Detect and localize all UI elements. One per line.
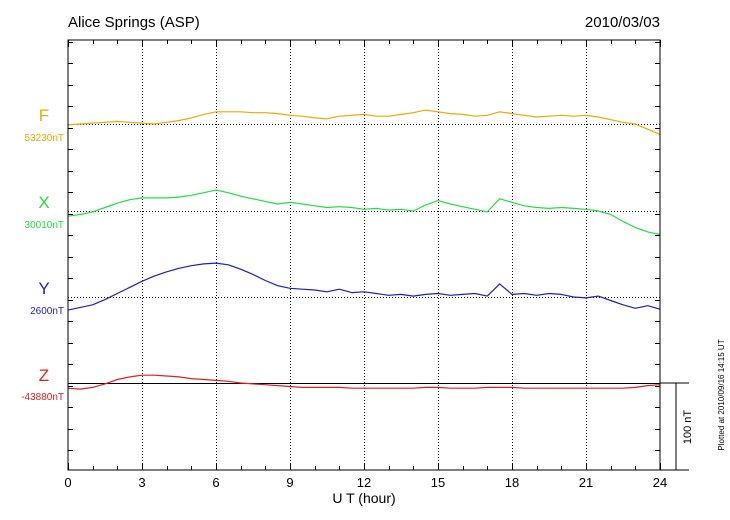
series-baseline-z: -43880nT [21,392,64,403]
series-baseline-f: 53230nT [25,133,64,144]
series-line-x [67,189,661,236]
series-baseline-y: 2600nT [30,306,64,317]
x-tick-label-6: 6 [212,475,219,490]
series-name-y: Y [38,279,49,298]
x-tick-label-12: 12 [357,475,371,490]
x-tick-labels: 0 3 6 9 12 15 18 21 24 [64,475,667,490]
plotted-timestamp: Plotted at 2010/09/16 14:15 UT [717,339,726,450]
x-tick-label-15: 15 [431,475,445,490]
series-labels: F 53230nT X 30010nT Y 2600nT Z -43880nT [21,106,64,403]
baseline-lines [68,124,660,384]
x-tick-label-3: 3 [138,475,145,490]
x-tick-label-21: 21 [579,475,593,490]
series-name-x: X [38,193,49,212]
series-name-z: Z [39,366,49,385]
series-line-y [67,262,661,311]
x-axis-label: U T (hour) [332,490,395,506]
series-line-z [67,374,661,390]
x-axis-ticks [68,40,661,470]
x-tick-label-0: 0 [64,475,71,490]
scale-bar-label: 100 nT [682,410,694,445]
y-axis-ticks [68,42,660,451]
station-title: Alice Springs (ASP) [68,14,200,31]
chart-date: 2010/03/03 [585,14,660,31]
series-lines [67,109,661,390]
x-tick-label-9: 9 [286,475,293,490]
series-line-f [67,109,661,135]
scale-bar: 100 nT [660,382,694,471]
x-tick-label-18: 18 [505,475,519,490]
series-baseline-x: 30010nT [25,220,64,231]
series-name-f: F [39,106,49,125]
x-tick-label-24: 24 [653,475,667,490]
